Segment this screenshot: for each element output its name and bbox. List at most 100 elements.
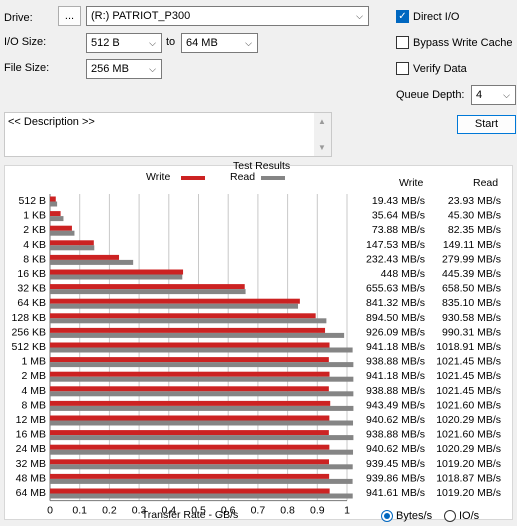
drive-select[interactable]: (R:) PATRIOT_P300 ⌵ — [86, 6, 369, 26]
write-value-label: 926.09 MB/s — [366, 326, 425, 338]
read-value-label: 1019.20 MB/s — [436, 487, 501, 499]
read-value-label: 835.10 MB/s — [442, 297, 501, 309]
write-bar — [50, 444, 330, 450]
start-button[interactable]: Start — [457, 115, 516, 134]
read-value-label: 1019.20 MB/s — [436, 458, 501, 470]
io-per-second-radio[interactable]: IO/s — [444, 510, 479, 522]
legend-read-label: Read — [230, 171, 256, 183]
write-bar — [50, 313, 316, 319]
description-textarea[interactable]: << Description >> ▲ ▼ — [4, 112, 332, 157]
category-label: 1 MB — [21, 356, 46, 368]
file-size-select[interactable]: 256 MB ⌵ — [86, 59, 162, 79]
write-bar — [50, 473, 330, 479]
checkbox-icon — [396, 62, 409, 75]
read-value-label: 279.99 MB/s — [442, 253, 501, 265]
io-size-to-value: 64 MB — [186, 37, 218, 49]
read-value-label: 1021.60 MB/s — [436, 399, 501, 411]
write-bar — [50, 488, 330, 494]
read-bar — [50, 347, 353, 353]
write-value-label: 939.45 MB/s — [366, 458, 425, 470]
column-header-read: Read — [473, 177, 499, 189]
description-placeholder: << Description >> — [8, 116, 95, 128]
read-bar — [50, 245, 95, 251]
read-bar — [50, 230, 75, 236]
read-bar — [50, 449, 354, 455]
queue-depth-value: 4 — [476, 89, 483, 101]
read-value-label: 445.39 MB/s — [442, 268, 501, 280]
description-scrollbar[interactable]: ▲ ▼ — [314, 113, 331, 156]
radio-selected-icon — [381, 510, 393, 522]
write-value-label: 939.86 MB/s — [366, 472, 425, 484]
direct-io-label: Direct I/O — [413, 10, 460, 23]
write-bar — [50, 357, 329, 363]
write-value-label: 232.43 MB/s — [366, 253, 425, 265]
bytes-per-second-label: Bytes/s — [396, 510, 433, 522]
io-size-from-select[interactable]: 512 B ⌵ — [86, 33, 162, 53]
bytes-per-second-radio[interactable]: Bytes/s — [381, 510, 432, 522]
direct-io-checkbox[interactable]: ✓ Direct I/O — [396, 10, 459, 23]
category-label: 128 KB — [12, 312, 46, 324]
category-label: 256 KB — [12, 326, 46, 338]
x-tick-label: 0.7 — [251, 505, 266, 517]
results-title: Test Results — [233, 160, 291, 172]
write-value-label: 655.63 MB/s — [366, 283, 425, 295]
write-bar — [50, 342, 330, 348]
verify-data-checkbox[interactable]: Verify Data — [396, 62, 467, 75]
write-value-label: 938.88 MB/s — [366, 429, 425, 441]
x-tick-label: 0.6 — [221, 505, 236, 517]
chevron-down-icon: ⌵ — [356, 10, 363, 21]
read-value-label: 1020.29 MB/s — [436, 443, 501, 455]
category-label: 512 KB — [12, 341, 46, 353]
x-tick-label: 0.5 — [191, 505, 206, 517]
x-tick-label: 0.4 — [161, 505, 176, 517]
read-bar — [50, 274, 183, 280]
browse-button[interactable]: ... — [58, 6, 81, 26]
read-bar — [50, 420, 354, 426]
queue-depth-select[interactable]: 4 ⌵ — [471, 85, 516, 105]
category-label: 64 MB — [16, 487, 46, 499]
read-bar — [50, 259, 134, 265]
chevron-down-icon: ⌵ — [245, 37, 252, 48]
chart-x-axis-label: Transfer Rate - GB/s — [142, 509, 238, 519]
read-value-label: 23.93 MB/s — [448, 195, 501, 207]
category-label: 2 MB — [21, 370, 46, 382]
category-label: 64 KB — [17, 297, 46, 309]
write-value-label: 938.88 MB/s — [366, 385, 425, 397]
write-value-label: 19.43 MB/s — [372, 195, 425, 207]
read-bar — [50, 318, 327, 324]
radio-unselected-icon — [444, 510, 456, 522]
x-tick-label: 0.1 — [72, 505, 87, 517]
category-label: 4 KB — [23, 239, 46, 251]
x-tick-label: 0.9 — [310, 505, 325, 517]
write-value-label: 448 MB/s — [381, 268, 425, 280]
write-bar — [50, 386, 329, 392]
io-size-to-select[interactable]: 64 MB ⌵ — [181, 33, 258, 53]
read-bar — [50, 289, 246, 295]
category-label: 32 MB — [16, 458, 46, 470]
read-value-label: 990.31 MB/s — [442, 326, 501, 338]
bypass-write-cache-checkbox[interactable]: Bypass Write Cache — [396, 36, 512, 49]
category-label: 24 MB — [16, 443, 46, 455]
x-tick-label: 0 — [47, 505, 53, 517]
chart-x-ticks: 0 0.1 0.2 0.3 0.4 0.5 0.6 0.7 0.8 0.9 1 — [47, 505, 350, 517]
write-bar — [50, 400, 331, 406]
category-label: 32 KB — [17, 283, 46, 295]
read-value-label: 1018.91 MB/s — [436, 341, 501, 353]
write-value-label: 35.64 MB/s — [372, 210, 425, 222]
x-tick-label: 1 — [344, 505, 350, 517]
category-label: 16 KB — [17, 268, 46, 280]
write-bar — [50, 254, 120, 260]
category-label: 8 MB — [21, 399, 46, 411]
write-bar — [50, 284, 245, 290]
category-label: 8 KB — [23, 253, 46, 265]
queue-depth-label: Queue Depth: — [396, 89, 465, 101]
io-per-second-label: IO/s — [459, 510, 480, 522]
x-tick-label: 0.2 — [102, 505, 117, 517]
write-value-label: 841.32 MB/s — [366, 297, 425, 309]
write-bar — [50, 240, 94, 246]
read-bar — [50, 362, 354, 368]
read-bar — [50, 405, 354, 411]
write-bar — [50, 327, 326, 333]
read-bar — [50, 303, 299, 309]
drive-value: (R:) PATRIOT_P300 — [91, 10, 191, 22]
